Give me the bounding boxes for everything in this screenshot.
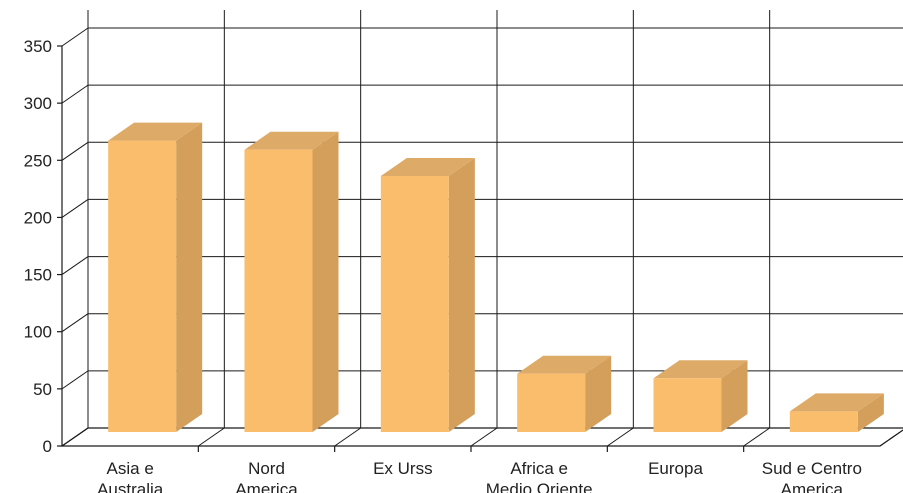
y-tick-label: 50: [33, 380, 52, 399]
bar-top: [517, 355, 612, 374]
x-tick-label-line: Africa e: [510, 459, 568, 478]
x-tick-label: Ex Urss: [373, 459, 433, 478]
bar-front: [517, 373, 586, 432]
x-tick-label-line: Medio Oriente: [486, 480, 593, 493]
x-tick-label: Sud e Centro America: [762, 459, 862, 493]
bar-top: [789, 393, 884, 412]
bar-side: [857, 393, 884, 432]
bar: [244, 131, 339, 432]
gridline-side: [61, 27, 89, 47]
x-tick-label-line: Nord: [248, 459, 285, 478]
gridline-floor: [470, 427, 498, 447]
bar-top: [244, 131, 339, 150]
x-tick-label: Asia e Australia: [97, 459, 164, 493]
gridline-side: [61, 313, 89, 333]
x-tick-label: Nord America: [235, 459, 298, 493]
gridline-side: [61, 84, 89, 104]
gridline-side: [61, 141, 89, 161]
bar: [653, 360, 748, 432]
bar-top: [108, 122, 203, 141]
bar: [108, 122, 203, 433]
y-tick-label: 0: [43, 437, 52, 456]
bar-side: [176, 122, 203, 433]
y-tick-label: 150: [24, 266, 52, 285]
bar-side: [312, 131, 339, 432]
bar-front: [789, 411, 858, 432]
y-tick-label: 300: [24, 94, 52, 113]
bar: [789, 393, 884, 432]
x-tick-label-line: America: [781, 480, 844, 493]
x-axis-labels: Asia e Australia Nord America Ex Urss Africa …: [97, 459, 862, 493]
y-axis-ticks: 0 50 100 150 200 250 300 350: [24, 37, 62, 456]
x-tick-label-line: America: [235, 480, 298, 493]
x-tick-label-line: Ex Urss: [373, 459, 433, 478]
gridline-side: [61, 199, 89, 218]
gridline-floor: [743, 427, 770, 447]
gridline-floor: [607, 427, 634, 447]
bar-front: [380, 176, 449, 432]
gridline-floor: [198, 427, 225, 447]
bar-side: [585, 355, 612, 432]
gridline-side: [61, 256, 89, 275]
y-tick-label: 200: [24, 208, 52, 227]
bar: [517, 355, 612, 432]
x-tick-label-line: Australia: [97, 480, 164, 493]
y-tick-label: 350: [24, 37, 52, 56]
bar-side: [721, 360, 748, 432]
bar-front: [108, 140, 177, 433]
bar-side: [448, 158, 475, 432]
bar-front: [244, 149, 313, 432]
gridline-side: [61, 370, 89, 390]
floor: [60, 427, 903, 447]
bar-top: [653, 360, 748, 379]
bar-top: [380, 158, 475, 176]
bars: [108, 122, 884, 433]
x-tick-label: Europa: [648, 459, 703, 478]
gridlines: [61, 10, 903, 452]
bar: [380, 158, 475, 432]
x-tick-label: Africa e Medio Oriente: [486, 459, 593, 493]
x-tick-label-line: Asia e: [107, 459, 154, 478]
y-tick-label: 100: [24, 323, 52, 342]
y-tick-label: 250: [24, 151, 52, 170]
gridline-floor: [334, 427, 361, 447]
gridline-floor: [879, 429, 903, 447]
x-tick-label-line: Europa: [648, 459, 703, 478]
x-tick-label-line: Sud e Centro: [762, 459, 862, 478]
bar-front: [653, 378, 722, 432]
gridline-floor: [61, 427, 89, 447]
